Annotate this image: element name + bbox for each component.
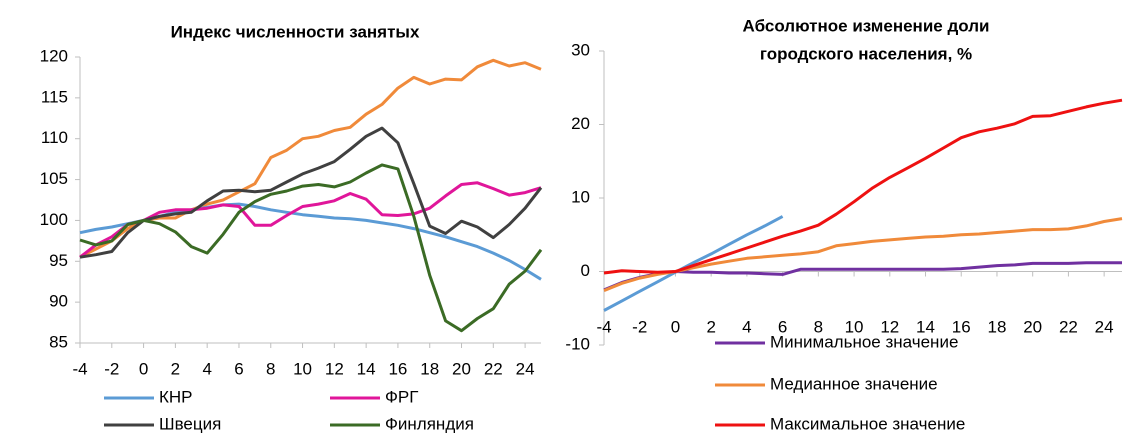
series-line [603,217,1123,292]
chart-title: Индекс численности занятых [171,22,420,41]
y-tick-label: 30 [571,40,590,59]
x-tick-label: 16 [952,317,971,336]
x-tick-label: 12 [880,317,899,336]
x-tick-label: -2 [104,359,119,378]
y-tick-label: 115 [41,87,68,106]
y-tick-label: -10 [565,334,590,353]
legend-label: ФРГ [385,387,418,406]
x-tick-label: -2 [632,317,647,336]
legend-label: Минимальное значение [770,332,958,351]
y-tick-label: 105 [40,169,68,188]
legend-label: Финляндия [385,414,474,433]
x-tick-label: 14 [916,317,935,336]
x-tick-label: 4 [202,359,211,378]
x-tick-label: 2 [171,359,180,378]
legend-label: Максимальное значение [770,414,965,433]
series-line [79,58,542,259]
x-tick-label: 6 [778,317,787,336]
y-tick-label: 90 [49,292,68,311]
x-tick-label: 24 [1095,317,1114,336]
series-line [79,126,543,259]
x-tick-label: -4 [596,317,611,336]
x-tick-label: 12 [325,359,344,378]
y-tick-label: 120 [40,46,68,65]
x-tick-label: 8 [814,317,823,336]
x-tick-label: 10 [293,359,312,378]
x-tick-label: 6 [234,359,243,378]
x-tick-label: 20 [1023,317,1042,336]
chart-title: городского населения, % [760,44,972,63]
x-tick-label: 22 [1059,317,1078,336]
series-line [603,261,1122,292]
x-tick-label: 14 [357,359,376,378]
x-tick-label: 20 [452,359,471,378]
y-tick-label: 95 [49,251,68,270]
chart-title: Абсолютное изменение доли [743,16,990,35]
series-line [603,98,1123,275]
x-tick-label: 4 [742,317,751,336]
x-tick-label: 16 [388,359,407,378]
series-line [603,215,784,312]
legend-label: КНР [159,387,193,406]
x-tick-label: 18 [988,317,1007,336]
x-tick-label: 24 [516,359,535,378]
y-tick-label: 10 [571,187,590,206]
x-tick-label: 18 [420,359,439,378]
series-line [79,163,543,333]
legend-label: Швеция [159,414,221,433]
x-tick-label: 8 [266,359,275,378]
y-tick-label: 85 [49,332,68,351]
x-tick-label: 22 [484,359,503,378]
y-tick-label: 20 [571,114,590,133]
series-line [79,181,542,259]
x-tick-label: -4 [72,359,87,378]
x-tick-label: 2 [706,317,715,336]
x-tick-label: 10 [845,317,864,336]
x-tick-label: 0 [671,317,680,336]
series-line [79,202,542,281]
y-tick-label: 110 [41,128,68,147]
x-tick-label: 0 [139,359,148,378]
y-tick-label: 0 [581,261,590,280]
legend-label: Медианное значение [770,374,938,393]
y-tick-label: 100 [40,210,68,229]
